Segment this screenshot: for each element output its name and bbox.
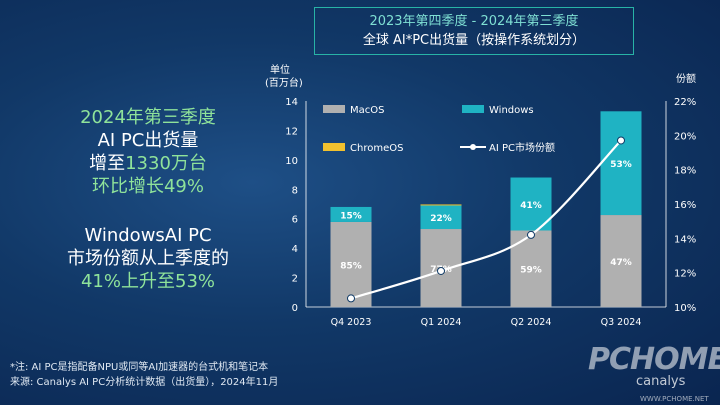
- y-tick-label-right: 20%: [674, 131, 696, 142]
- bar-macos-0: [330, 221, 372, 307]
- y-tick-label-left: 14: [285, 97, 298, 108]
- bar-label: 47%: [610, 258, 632, 268]
- y-tick-label-left: 0: [292, 303, 298, 314]
- footnote-definition: *注: AI PC是指配备NPU或同等AI加速器的台式机和笔记本: [10, 362, 269, 373]
- y-tick-label-left: 8: [292, 185, 298, 196]
- y-tick-label-left: 2: [292, 274, 298, 285]
- x-tick-label: Q4 2023: [331, 317, 372, 328]
- y-axis-title-left: 单位: [270, 63, 290, 76]
- legend-marker-3: [470, 144, 476, 150]
- legend-label-3: AI PC市场份额: [489, 141, 555, 154]
- legend-swatch-0: [323, 105, 345, 113]
- x-tick-label: Q1 2024: [421, 317, 462, 328]
- y-tick-label-left: 4: [292, 244, 298, 255]
- y-tick-label-right: 22%: [674, 97, 696, 108]
- legend-label-0: MacOS: [350, 105, 384, 116]
- highlight-growth: 环比增长49%: [91, 176, 204, 197]
- highlight-windows-change: 41%上升至53%: [80, 271, 215, 292]
- highlight-shipments: 2024年第三季度 AI PC出货量 增至1330万台 环比增长49%: [28, 106, 268, 198]
- y-tick-label-right: 16%: [674, 200, 696, 211]
- x-tick-label: Q2 2024: [511, 317, 552, 328]
- highlight-windows-desc: 市场份额从上季度的: [67, 248, 229, 269]
- highlight-volume-prefix: 增至: [89, 153, 126, 174]
- bar-label: 22%: [430, 214, 452, 224]
- share-point-0: [347, 294, 355, 303]
- share-line: [350, 139, 622, 300]
- highlight-windows-share: WindowsAI PC 市场份额从上季度的 41%上升至53%: [28, 224, 268, 293]
- chart-title-main: 全球 AI*PC出货量（按操作系统划分）: [362, 33, 586, 48]
- bar-label: 59%: [520, 266, 542, 276]
- bar-label: 53%: [610, 160, 632, 170]
- bar-macos-3: [600, 215, 642, 307]
- y-tick-label-left: 6: [292, 215, 298, 226]
- highlight-windows-title: WindowsAI PC: [84, 225, 212, 246]
- bar-windows-3: [600, 111, 642, 216]
- pchome-watermark: PCHOME: [588, 342, 720, 377]
- legend-label-1: Windows: [489, 105, 534, 116]
- y-tick-label-left: 12: [285, 126, 298, 137]
- highlight-volume-value: 1330万台: [125, 153, 207, 174]
- y-axis-title-right: 份额: [676, 72, 696, 85]
- highlight-quarter: 2024年第三季度: [80, 107, 216, 128]
- share-point-1: [437, 266, 445, 275]
- bar-chromeos-1: [420, 204, 462, 206]
- bar-windows-2: [510, 177, 552, 231]
- bar-label: 41%: [520, 201, 542, 211]
- chart-title-period: 2023年第四季度 - 2024年第三季度: [369, 14, 579, 29]
- chart-title-box: 2023年第四季度 - 2024年第三季度 全球 AI*PC出货量（按操作系统划…: [314, 7, 634, 55]
- canalys-logo: canalys: [636, 374, 686, 389]
- bar-label: 85%: [340, 261, 362, 271]
- bar-windows-1: [420, 205, 462, 230]
- bar-label: 15%: [340, 211, 362, 221]
- y-axis-title-left-unit: (百万台): [265, 76, 303, 89]
- share-point-3: [617, 136, 625, 145]
- x-tick-label: Q3 2024: [601, 317, 642, 328]
- y-tick-label-right: 14%: [674, 234, 696, 245]
- footnote-source: 来源: Canalys AI PC分析统计数据（出货量），2024年11月: [10, 377, 279, 388]
- legend-label-2: ChromeOS: [350, 143, 403, 154]
- legend-swatch-1: [462, 105, 484, 113]
- y-tick-label-right: 12%: [674, 269, 696, 280]
- y-tick-label-left: 10: [285, 156, 298, 167]
- bar-windows-0: [330, 206, 372, 222]
- y-tick-label-right: 10%: [674, 303, 696, 314]
- footnote: *注: AI PC是指配备NPU或同等AI加速器的台式机和笔记本 来源: Can…: [10, 360, 278, 390]
- highlight-subject: AI PC出货量: [97, 130, 199, 151]
- pchome-watermark-url: WWW.PCHOME.NET: [640, 395, 709, 403]
- share-point-2: [527, 230, 535, 239]
- highlight-volume-line: 增至1330万台: [28, 152, 268, 175]
- legend-swatch-2: [323, 143, 345, 151]
- y-tick-label-right: 18%: [674, 166, 696, 177]
